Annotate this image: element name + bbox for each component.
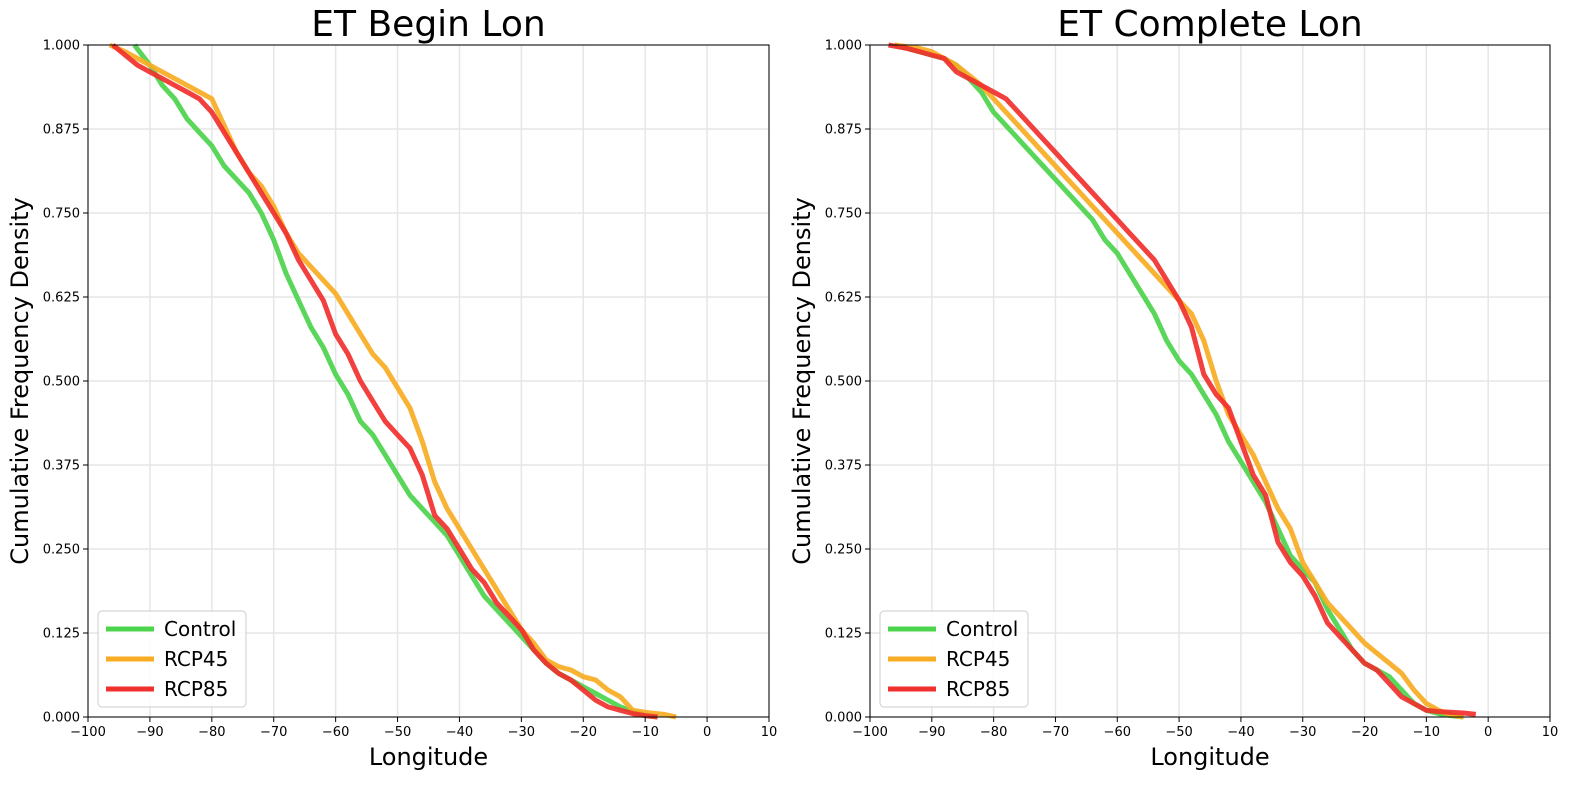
legend-label-control: Control: [164, 617, 236, 641]
x-tick-label: −40: [446, 725, 473, 740]
y-tick-label: 0.125: [43, 627, 80, 642]
legend-label-control: Control: [946, 617, 1018, 641]
legend: Control RCP45 RCP85: [97, 610, 247, 708]
x-tick-label: 10: [761, 725, 778, 740]
legend-frame: [879, 610, 1029, 708]
x-tick-label: 0: [1484, 725, 1492, 740]
y-tick-label: 0.250: [825, 543, 862, 558]
x-tick-label: −10: [631, 725, 658, 740]
y-axis-label: Cumulative Frequency Density: [788, 197, 816, 564]
x-tick-label: −70: [1042, 725, 1069, 740]
legend-label-rcp45: RCP45: [946, 647, 1010, 671]
y-tick-label: 0.125: [825, 627, 862, 642]
y-tick-label: 0.250: [43, 543, 80, 558]
chart-panel-1: −100 −90 −80 −70 −60 −50 −40 −30 −20 −10 0 100.0000…: [788, 4, 1558, 771]
x-tick-label: −30: [1289, 725, 1316, 740]
x-tick-label: −100: [70, 725, 106, 740]
y-tick-label: 0.750: [825, 207, 862, 222]
series-line-rcp85: [888, 42, 1477, 717]
x-tick-label: 10: [1542, 725, 1559, 740]
legend-label-rcp45: RCP45: [164, 647, 228, 671]
y-tick-label: 0.500: [825, 375, 862, 390]
x-tick-label: −50: [384, 725, 411, 740]
legend: Control RCP45 RCP85: [879, 610, 1029, 708]
x-tick-label: −20: [1351, 725, 1378, 740]
y-tick-label: 0.875: [43, 123, 80, 138]
x-tick-label: −80: [198, 725, 225, 740]
x-tick-label: −30: [508, 725, 535, 740]
y-axis-label: Cumulative Frequency Density: [6, 197, 34, 564]
y-tick-label: 0.625: [825, 291, 862, 306]
series-line-rcp45: [108, 42, 677, 720]
y-tick-label: 0.375: [825, 459, 862, 474]
x-tick-label: −90: [918, 725, 945, 740]
y-tick-label: 1.000: [43, 39, 80, 54]
chart-panel-0: −100 −90 −80 −70 −60 −50 −40 −30 −20 −10 0 100.0000…: [6, 4, 777, 771]
x-tick-label: −90: [136, 725, 163, 740]
y-tick-label: 0.375: [43, 459, 80, 474]
x-tick-label: −60: [1104, 725, 1131, 740]
y-tick-label: 1.000: [825, 39, 862, 54]
x-tick-label: −40: [1227, 725, 1254, 740]
legend-label-rcp85: RCP85: [946, 677, 1010, 701]
y-tick-label: 0.000: [825, 711, 862, 726]
x-tick-label: −70: [260, 725, 287, 740]
x-tick-label: −100: [852, 725, 888, 740]
legend-label-rcp85: RCP85: [164, 677, 228, 701]
legend-frame: [97, 610, 247, 708]
y-tick-label: 0.750: [43, 207, 80, 222]
chart-title: ET Complete Lon: [1057, 4, 1362, 45]
x-tick-label: 0: [703, 725, 711, 740]
series-line-rcp45: [894, 42, 1464, 720]
y-tick-label: 0.875: [825, 123, 862, 138]
x-tick-label: −60: [322, 725, 349, 740]
x-axis-label: Longitude: [369, 743, 488, 771]
y-tick-label: 0.625: [43, 291, 80, 306]
chart-title: ET Begin Lon: [311, 4, 545, 45]
series-line-rcp85: [111, 43, 658, 720]
x-tick-label: −50: [1165, 725, 1192, 740]
x-axis-label: Longitude: [1150, 743, 1269, 771]
x-tick-label: −80: [980, 725, 1007, 740]
x-tick-label: −20: [570, 725, 597, 740]
y-tick-label: 0.500: [43, 375, 80, 390]
y-tick-label: 0.000: [43, 711, 80, 726]
x-tick-label: −10: [1413, 725, 1440, 740]
